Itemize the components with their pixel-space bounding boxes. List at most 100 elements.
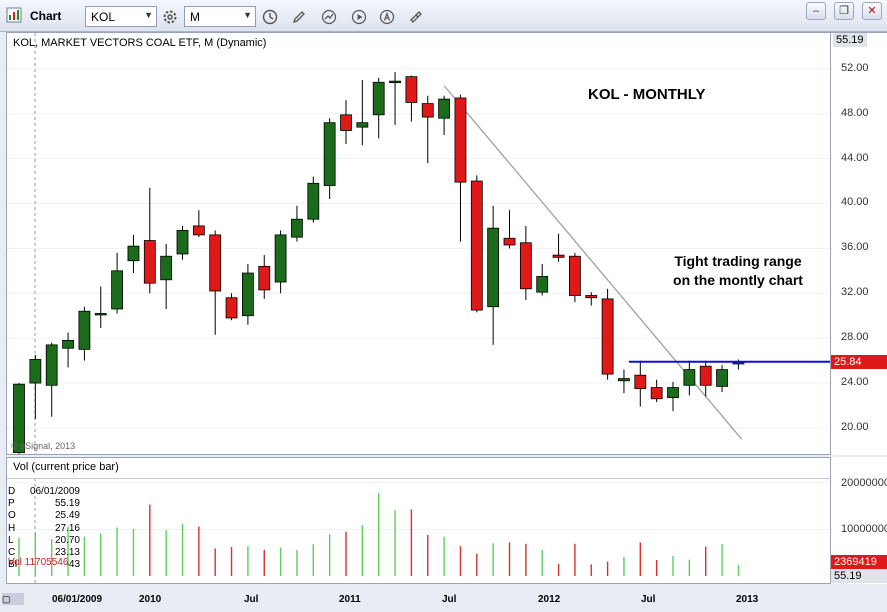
price-axis-label: 40.00 bbox=[841, 196, 869, 209]
date-label: Jul bbox=[442, 594, 457, 605]
candle-body bbox=[340, 114, 352, 131]
price-axis-label: 52.00 bbox=[841, 61, 869, 74]
candle-body bbox=[127, 245, 140, 262]
candle-body bbox=[78, 310, 91, 350]
candle-body bbox=[618, 378, 630, 382]
data-box-key: L bbox=[8, 534, 14, 546]
trend-icon bbox=[321, 9, 337, 25]
candle-body bbox=[421, 103, 434, 118]
candle-body bbox=[650, 387, 663, 400]
window-title: Chart bbox=[30, 9, 62, 23]
price-axis-label: 28.00 bbox=[841, 331, 869, 344]
data-box-value: 06/01/2009 bbox=[29, 486, 80, 497]
data-box-value: -43 bbox=[65, 559, 80, 571]
candle-body bbox=[487, 227, 500, 308]
clock-icon bbox=[262, 9, 278, 25]
last-price-tag: 25.84 bbox=[831, 355, 887, 370]
date-label: Jul bbox=[244, 594, 259, 605]
annotation-note: Tight trading range on the montly chart bbox=[643, 252, 830, 290]
date-label: 2011 bbox=[339, 594, 361, 605]
time-button[interactable] bbox=[259, 6, 281, 27]
date-axis-scroll-handle[interactable]: ▢ bbox=[2, 593, 24, 605]
draw-tool-button[interactable] bbox=[288, 6, 310, 27]
candle-body bbox=[176, 230, 189, 255]
pencil-icon bbox=[292, 11, 305, 24]
candle-body bbox=[45, 344, 58, 386]
candle-body bbox=[13, 383, 25, 454]
volume-axis[interactable]: 20000000 10000000 2369419 55.19 bbox=[831, 457, 887, 584]
date-label: 2012 bbox=[538, 594, 561, 605]
data-box-key: BI bbox=[8, 559, 18, 571]
date-label: Jul bbox=[641, 594, 656, 605]
symbol-combo[interactable]: KOL ▼ bbox=[85, 6, 157, 27]
data-box: D 06/01/2009 P 55.19 O 25.49 H 27.16 L 20.70 C 23.1… bbox=[8, 486, 80, 571]
play-icon bbox=[351, 9, 367, 25]
candle-body bbox=[291, 218, 303, 238]
candle-body bbox=[323, 122, 336, 186]
candle-body bbox=[111, 270, 123, 310]
date-axis[interactable]: ▢ 06/01/2009 2010 Jul 2011 Jul 2012 Jul … bbox=[0, 585, 887, 612]
data-box-row: BI -43 bbox=[8, 559, 80, 571]
candle-body bbox=[143, 240, 156, 284]
last-volume-tag: 2369419 bbox=[831, 555, 887, 569]
study-button[interactable] bbox=[318, 6, 340, 27]
data-box-value: 23.13 bbox=[54, 546, 80, 558]
price-chart bbox=[7, 33, 830, 454]
data-box-key: H bbox=[8, 522, 16, 534]
price-axis[interactable]: 55.19 52.00 48.00 44.00 40.00 36.00 32.00 28.0… bbox=[831, 32, 887, 455]
volume-title-divider bbox=[7, 478, 830, 479]
candle-body bbox=[389, 80, 401, 84]
candle-body bbox=[470, 180, 483, 311]
volume-readout: Vol 11705546 bbox=[8, 557, 69, 568]
annotation-main: KOL - MONTHLY bbox=[588, 86, 706, 103]
candle-body bbox=[634, 374, 647, 390]
link-icon bbox=[410, 11, 422, 23]
candle-body bbox=[716, 369, 728, 387]
candle-body bbox=[29, 359, 42, 384]
volume-axis-label: 10000000 bbox=[841, 523, 887, 535]
price-pane[interactable]: KOL, MARKET VECTORS COAL ETF, M (Dynamic… bbox=[6, 32, 831, 455]
data-box-row: P 55.19 bbox=[8, 498, 80, 510]
alert-button[interactable] bbox=[376, 6, 398, 27]
link-button[interactable] bbox=[405, 6, 427, 27]
data-box-key: C bbox=[8, 546, 16, 558]
candle-body bbox=[209, 234, 222, 292]
data-box-value: 20.70 bbox=[54, 534, 80, 546]
minimize-button[interactable]: – bbox=[806, 2, 826, 20]
price-axis-label: 24.00 bbox=[841, 376, 869, 389]
candle-body bbox=[62, 340, 74, 349]
volume-chart bbox=[7, 478, 830, 583]
price-axis-label: 48.00 bbox=[841, 106, 869, 119]
data-box-row: C 23.13 bbox=[8, 547, 80, 559]
data-box-row: D 06/01/2009 bbox=[8, 486, 80, 498]
date-label: 2010 bbox=[139, 594, 162, 605]
candle-body bbox=[585, 295, 598, 299]
close-button[interactable]: ✕ bbox=[862, 2, 882, 20]
volume-pane[interactable]: Vol (current price bar) D 06/01/2009 P 55.1… bbox=[6, 457, 831, 584]
candle-body bbox=[192, 225, 205, 236]
copyright-text: © eSignal, 2013 bbox=[11, 441, 76, 451]
chevron-down-icon: ▼ bbox=[243, 10, 252, 20]
data-box-value: 55.19 bbox=[54, 498, 80, 510]
chevron-down-icon: ▼ bbox=[144, 10, 153, 20]
data-box-key: P bbox=[8, 498, 15, 510]
symbol-value: KOL bbox=[91, 10, 116, 24]
title-bar: Chart KOL ▼ M ▼ – ❐ ✕ bbox=[0, 0, 887, 32]
candle-body bbox=[536, 276, 549, 293]
candle-body bbox=[552, 254, 565, 258]
candle-body bbox=[405, 76, 418, 103]
alert-icon bbox=[379, 9, 395, 25]
volume-title: Vol (current price bar) bbox=[13, 461, 119, 473]
bottom-price-tag: 55.19 bbox=[831, 569, 887, 583]
data-box-value: 25.49 bbox=[54, 510, 80, 522]
annotation-note-line2: on the montly chart bbox=[673, 272, 803, 288]
candle-body bbox=[258, 265, 271, 291]
interval-value: M bbox=[190, 10, 200, 24]
chart-app-icon bbox=[6, 7, 22, 23]
candle-body bbox=[241, 272, 254, 317]
settings-button[interactable] bbox=[159, 6, 181, 27]
play-button[interactable] bbox=[348, 6, 370, 27]
interval-combo[interactable]: M ▼ bbox=[184, 6, 256, 27]
candle-body bbox=[94, 313, 107, 316]
restore-button[interactable]: ❐ bbox=[834, 2, 854, 20]
